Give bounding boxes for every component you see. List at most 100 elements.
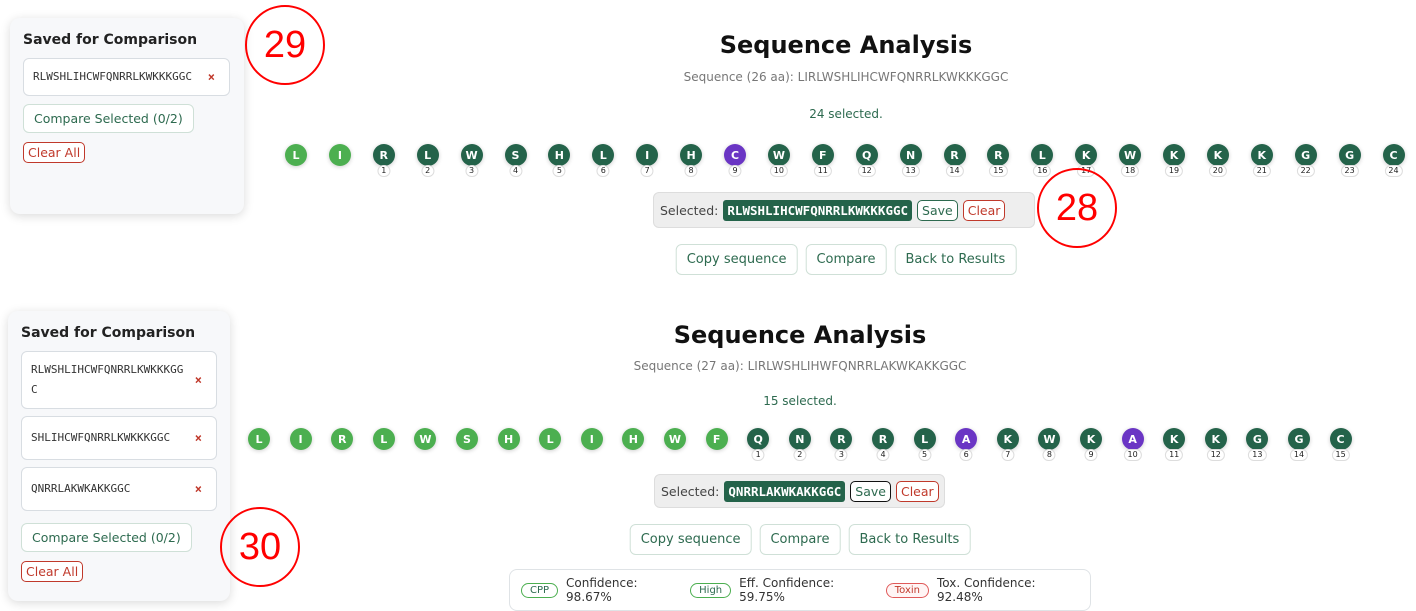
copy-sequence-button[interactable]: Copy sequence xyxy=(675,244,798,275)
residue-G[interactable]: G xyxy=(1338,144,1361,166)
residue-A[interactable]: A xyxy=(1121,428,1144,450)
residue-Q[interactable]: Q xyxy=(747,428,770,450)
clear-all-button[interactable]: Clear All xyxy=(23,142,86,163)
compare-selected-button[interactable]: Compare Selected (0/2) xyxy=(21,523,192,552)
residue-R[interactable]: R xyxy=(372,144,395,166)
residue-R[interactable]: R xyxy=(943,144,966,166)
saved-item[interactable]: RLWSHLIHCWFQNRRLKWKKKGGC × xyxy=(23,58,230,96)
residue-K[interactable]: K xyxy=(1163,428,1186,450)
residue-K[interactable]: K xyxy=(1075,144,1098,166)
residue-index: 18 xyxy=(1121,165,1140,177)
residue-L[interactable]: L xyxy=(592,144,615,166)
compare-button[interactable]: Compare xyxy=(759,524,841,555)
residue-index: 7 xyxy=(640,165,654,177)
residue-I[interactable]: I xyxy=(289,428,312,450)
save-button[interactable]: Save xyxy=(850,480,891,502)
selection-bar: Selected: QNRRLAKWKAKKGGC Save Clear xyxy=(654,474,945,508)
residue-index: 6 xyxy=(596,165,610,177)
residue-G[interactable]: G xyxy=(1294,144,1317,166)
remove-icon[interactable]: × xyxy=(194,431,202,445)
residue-W[interactable]: W xyxy=(460,144,483,166)
residue-R[interactable]: R xyxy=(331,428,354,450)
residue-W[interactable]: W xyxy=(414,428,437,450)
residue-C[interactable]: C xyxy=(1329,428,1352,450)
annotation-marker: 28 xyxy=(1037,168,1117,248)
residue-S[interactable]: S xyxy=(504,144,527,166)
residue-index: 24 xyxy=(1384,165,1403,177)
residue-S[interactable]: S xyxy=(456,428,478,450)
residue-index: 10 xyxy=(769,165,788,177)
prediction-summary: CPP Confidence: 98.67% High Eff. Confide… xyxy=(509,569,1091,611)
residue-W[interactable]: W xyxy=(1038,428,1061,450)
residue-L[interactable]: L xyxy=(913,428,936,450)
residue-L[interactable]: L xyxy=(539,428,562,450)
residue-W[interactable]: W xyxy=(767,144,790,166)
residue-K[interactable]: K xyxy=(1250,144,1273,166)
residue-index: 1 xyxy=(377,165,391,177)
remove-icon[interactable]: × xyxy=(194,373,202,387)
saved-item[interactable]: QNRRLAKWKAKKGGC × xyxy=(21,467,217,511)
remove-icon[interactable]: × xyxy=(207,70,215,84)
residue-K[interactable]: K xyxy=(1204,428,1227,450)
clear-button[interactable]: Clear xyxy=(895,480,939,502)
residue-H[interactable]: H xyxy=(680,144,703,166)
residue-R[interactable]: R xyxy=(830,428,853,450)
residue-A[interactable]: A xyxy=(955,428,978,450)
residue-L[interactable]: L xyxy=(248,428,270,450)
saved-item[interactable]: SHLIHCWFQNRRLKWKKKGGC × xyxy=(21,416,217,460)
copy-sequence-button[interactable]: Copy sequence xyxy=(629,524,752,555)
residue-index: 11 xyxy=(813,165,832,177)
panel-title: Saved for Comparison xyxy=(21,325,196,341)
residue-G[interactable]: G xyxy=(1288,428,1310,450)
residue-Q[interactable]: Q xyxy=(855,144,878,166)
residue-index: 9 xyxy=(728,165,742,177)
residue-R[interactable]: R xyxy=(872,428,894,450)
back-to-results-button[interactable]: Back to Results xyxy=(894,244,1017,275)
clear-all-button[interactable]: Clear All xyxy=(21,561,84,582)
selected-count: 15 selected. xyxy=(763,394,837,408)
residue-H[interactable]: H xyxy=(548,144,571,166)
residue-H[interactable]: H xyxy=(622,428,645,450)
residue-index: 20 xyxy=(1208,165,1227,177)
residue-index: 2 xyxy=(421,165,435,177)
residue-H[interactable]: H xyxy=(497,428,520,450)
residue-index: 8 xyxy=(1042,449,1056,461)
residue-N[interactable]: N xyxy=(788,428,811,450)
residue-G[interactable]: G xyxy=(1246,428,1269,450)
residue-L[interactable]: L xyxy=(285,144,307,166)
residue-I[interactable]: I xyxy=(580,428,603,450)
saved-sequence: SHLIHCWFQNRRLKWKKKGGC xyxy=(31,431,171,444)
residue-F[interactable]: F xyxy=(705,428,728,450)
remove-icon[interactable]: × xyxy=(194,482,202,496)
residue-index: 21 xyxy=(1252,165,1271,177)
residue-F[interactable]: F xyxy=(811,144,834,166)
residue-index: 4 xyxy=(508,165,523,177)
clear-button[interactable]: Clear xyxy=(962,199,1006,221)
residue-K[interactable]: K xyxy=(996,428,1019,450)
residue-L[interactable]: L xyxy=(372,428,395,450)
efficiency-badge: High xyxy=(690,582,732,598)
back-to-results-button[interactable]: Back to Results xyxy=(848,524,971,555)
save-button[interactable]: Save xyxy=(917,199,958,221)
page-title: Sequence Analysis xyxy=(673,321,927,349)
compare-button[interactable]: Compare xyxy=(805,244,887,275)
residue-index: 15 xyxy=(989,165,1008,177)
residue-I[interactable]: I xyxy=(328,144,351,166)
residue-K[interactable]: K xyxy=(1163,144,1185,166)
residue-K[interactable]: K xyxy=(1206,144,1229,166)
residue-W[interactable]: W xyxy=(1119,144,1142,166)
residue-K[interactable]: K xyxy=(1080,428,1102,450)
residue-C[interactable]: C xyxy=(1382,144,1405,166)
residue-R[interactable]: R xyxy=(987,144,1010,166)
residue-I[interactable]: I xyxy=(636,144,659,166)
selected-sequence: RLWSHLIHCWFQNRRLKWKKKGGC xyxy=(723,199,913,221)
residue-index: 4 xyxy=(876,449,890,461)
residue-W[interactable]: W xyxy=(664,428,686,450)
residue-L[interactable]: L xyxy=(416,144,439,166)
residue-index: 6 xyxy=(959,449,973,461)
residue-N[interactable]: N xyxy=(899,144,922,166)
saved-item[interactable]: RLWSHLIHCWFQNRRLKWKKKGGC × xyxy=(21,351,217,409)
residue-L[interactable]: L xyxy=(1031,144,1054,166)
compare-selected-button[interactable]: Compare Selected (0/2) xyxy=(23,104,194,133)
residue-C[interactable]: C xyxy=(724,144,746,166)
